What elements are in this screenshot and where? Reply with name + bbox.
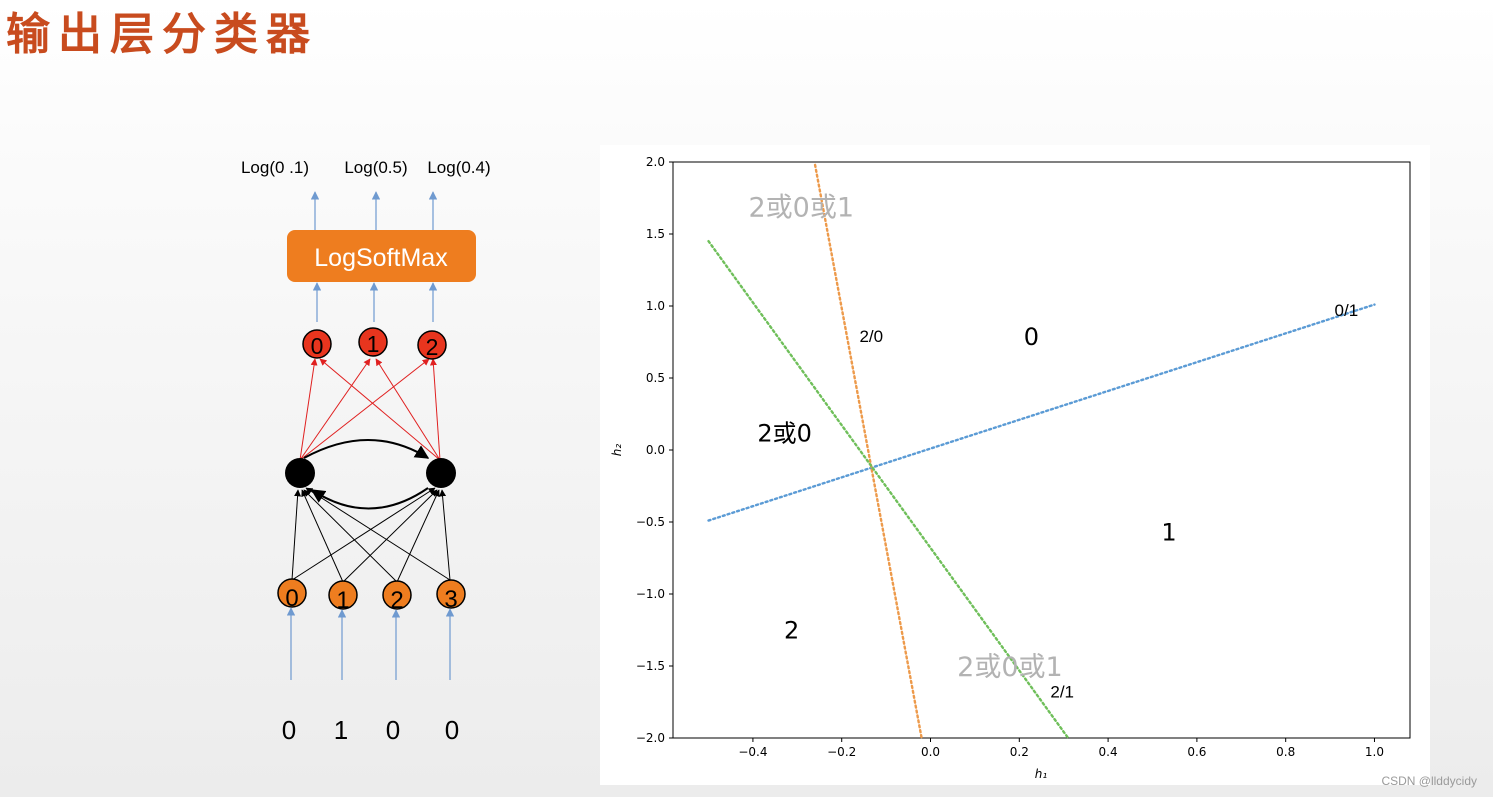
y-tick-label: −2.0	[636, 731, 665, 745]
hidden-to-output-edges	[299, 358, 441, 461]
y-tick-label: −0.5	[636, 515, 665, 529]
input-node-3: 3	[436, 579, 466, 613]
recurrent-arc	[303, 439, 430, 459]
svg-text:2: 2	[390, 587, 403, 614]
recurrent-arc	[310, 487, 429, 510]
output-log-label: Log(0 .1)	[241, 158, 309, 177]
region-label: 1	[1161, 519, 1176, 547]
input-value: 0	[386, 715, 400, 745]
input-value: 0	[282, 715, 296, 745]
svg-text:2: 2	[426, 334, 439, 360]
decision-boundary-plot: −0.4 −0.2 0.0 0.2 0.4 0.6 0.8 1.0 2.0 1.5 1.0 0.5 0.…	[600, 145, 1430, 785]
x-tick-label: −0.2	[827, 745, 856, 759]
slide-title: 输出层分类器	[6, 9, 318, 60]
x-tick-label: 1.0	[1365, 745, 1384, 759]
input-node-1: 1	[328, 580, 358, 614]
watermark-credit: CSDN @llddycidy	[1381, 774, 1477, 788]
region-label: 2或0或1	[748, 193, 854, 224]
region-labels: 0 1 2 2或0 2或0或1 2或0或1 0/1 2/0 2/1	[748, 193, 1358, 702]
y-tick-label: −1.0	[636, 587, 665, 601]
plot-background	[600, 145, 1430, 785]
y-tick-label: 1.5	[646, 227, 665, 241]
axis-ticks: −0.4 −0.2 0.0 0.2 0.4 0.6 0.8 1.0 2.0 1.5 1.0 0.5 0.…	[636, 155, 1384, 759]
hidden-node-left	[285, 458, 315, 488]
line-label: 2/0	[859, 327, 883, 346]
boundary-lines	[707, 163, 1376, 740]
output-log-label: Log(0.4)	[427, 158, 490, 177]
line-label: 2/1	[1050, 683, 1074, 702]
input-value: 0	[445, 715, 459, 745]
x-tick-label: 0.2	[1010, 745, 1029, 759]
region-label: 2	[784, 617, 799, 645]
svg-text:1: 1	[336, 587, 349, 614]
y-tick-label: 2.0	[646, 155, 665, 169]
svg-text:0: 0	[285, 585, 298, 612]
output-log-label: Log(0.5)	[344, 158, 407, 177]
y-tick-label: 0.0	[646, 443, 665, 457]
input-node-2: 2	[382, 580, 412, 614]
line-label: 0/1	[1335, 301, 1359, 320]
svg-text:0: 0	[311, 333, 324, 359]
x-tick-label: −0.4	[738, 745, 767, 759]
y-tick-label: −1.5	[636, 659, 665, 673]
output-node-0: 0	[302, 329, 332, 359]
y-tick-label: 0.5	[646, 371, 665, 385]
neural-network-diagram: Log(0 .1) Log(0.5) Log(0.4) LogSoftMax 0…	[241, 158, 491, 745]
y-tick-label: 1.0	[646, 299, 665, 313]
x-tick-label: 0.8	[1276, 745, 1295, 759]
boundary-line-2	[707, 239, 1070, 740]
svg-text:1: 1	[367, 331, 380, 357]
region-label: 2或0	[757, 419, 812, 447]
boundary-line-0	[707, 303, 1376, 522]
x-axis-label: h₁	[1035, 767, 1048, 781]
svg-text:3: 3	[444, 586, 457, 613]
y-axis-label: h₂	[610, 444, 624, 457]
output-node-1: 1	[358, 327, 388, 357]
input-value: 1	[334, 715, 348, 745]
logsoftmax-label: LogSoftMax	[314, 244, 448, 272]
output-node-2: 2	[417, 330, 447, 360]
input-to-hidden-edges	[291, 487, 451, 583]
x-tick-label: 0.4	[1099, 745, 1118, 759]
region-label: 0	[1024, 323, 1039, 351]
region-label: 2或0或1	[957, 652, 1063, 683]
x-tick-label: 0.0	[921, 745, 940, 759]
logsoftmax-box	[287, 230, 476, 282]
x-tick-label: 0.6	[1187, 745, 1206, 759]
boundary-line-1	[813, 163, 923, 740]
hidden-node-right	[426, 458, 456, 488]
input-node-0: 0	[277, 578, 307, 612]
